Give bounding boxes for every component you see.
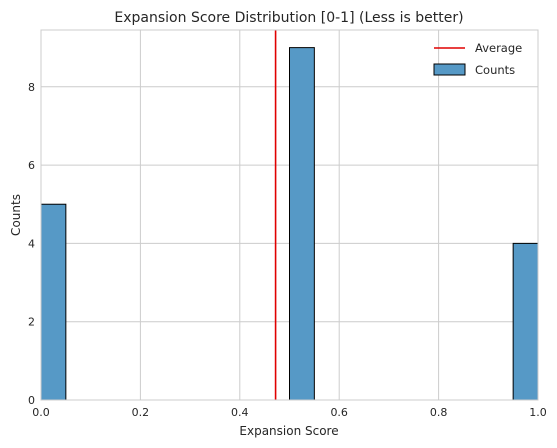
histogram-bar bbox=[512, 242, 539, 401]
y-tick-label: 0 bbox=[28, 394, 35, 407]
x-tick-label: 1.0 bbox=[529, 406, 547, 419]
chart-title: Expansion Score Distribution [0-1] (Less… bbox=[114, 10, 463, 26]
axes-frame bbox=[40, 29, 539, 401]
x-tick-label: 0.0 bbox=[32, 406, 50, 419]
bars bbox=[40, 47, 539, 401]
x-tick-label: 0.2 bbox=[132, 406, 150, 419]
histogram-bar bbox=[40, 203, 67, 401]
legend-average-label: Average bbox=[475, 41, 522, 55]
y-tick-label: 2 bbox=[28, 316, 35, 329]
y-tick-labels: 0 2 4 6 8 bbox=[28, 81, 35, 407]
x-axis-label: Expansion Score bbox=[239, 424, 338, 438]
x-tick-labels: 0.0 0.2 0.4 0.6 0.8 1.0 bbox=[32, 406, 547, 419]
y-tick-label: 8 bbox=[28, 81, 35, 94]
legend: Average Counts bbox=[433, 41, 522, 77]
x-tick-label: 0.8 bbox=[430, 406, 448, 419]
legend-counts-label: Counts bbox=[475, 63, 515, 77]
legend-counts-swatch bbox=[433, 63, 466, 76]
y-axis-label: Counts bbox=[9, 194, 23, 236]
x-tick-label: 0.4 bbox=[231, 406, 249, 419]
y-tick-label: 6 bbox=[28, 159, 35, 172]
x-tick-label: 0.6 bbox=[330, 406, 348, 419]
histogram-bar bbox=[289, 47, 315, 401]
y-tick-label: 4 bbox=[28, 237, 35, 250]
